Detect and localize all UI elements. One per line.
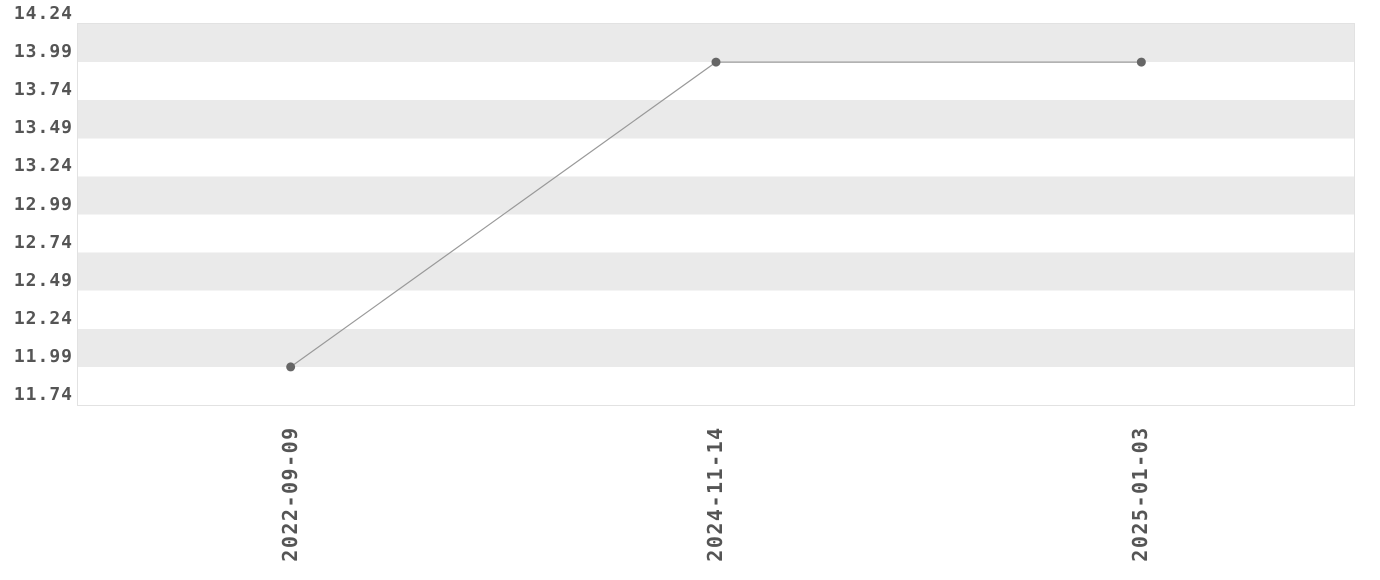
x-tick-text: 2022-09-09 <box>277 426 302 562</box>
y-tick-label: 12.74 <box>13 231 73 253</box>
data-point-marker <box>1136 57 1146 67</box>
x-tick-label: 2022-09-09 <box>277 409 303 579</box>
y-tick-label: 13.24 <box>13 155 73 177</box>
plot-area <box>77 23 1355 406</box>
y-tick-label: 11.74 <box>13 384 73 405</box>
data-point-marker <box>286 362 296 372</box>
x-tick-text: 2025-01-03 <box>1128 426 1153 562</box>
y-tick-label: 12.49 <box>13 269 73 291</box>
x-tick-label: 2025-01-03 <box>1127 409 1153 579</box>
y-tick-label: 13.49 <box>13 117 73 139</box>
y-tick-label: 12.99 <box>13 193 73 215</box>
x-tick-label: 2024-11-14 <box>702 409 728 579</box>
series-line <box>290 61 1142 368</box>
x-tick-text: 2024-11-14 <box>703 426 727 562</box>
y-tick-label: 11.99 <box>13 345 73 367</box>
y-tick-label: 14.24 <box>13 3 73 24</box>
data-point-marker <box>711 57 721 67</box>
y-tick-label: 13.74 <box>13 79 73 101</box>
y-tick-label: 13.99 <box>13 41 73 63</box>
chart-canvas <box>286 57 1146 372</box>
y-tick-label: 12.24 <box>13 307 73 329</box>
